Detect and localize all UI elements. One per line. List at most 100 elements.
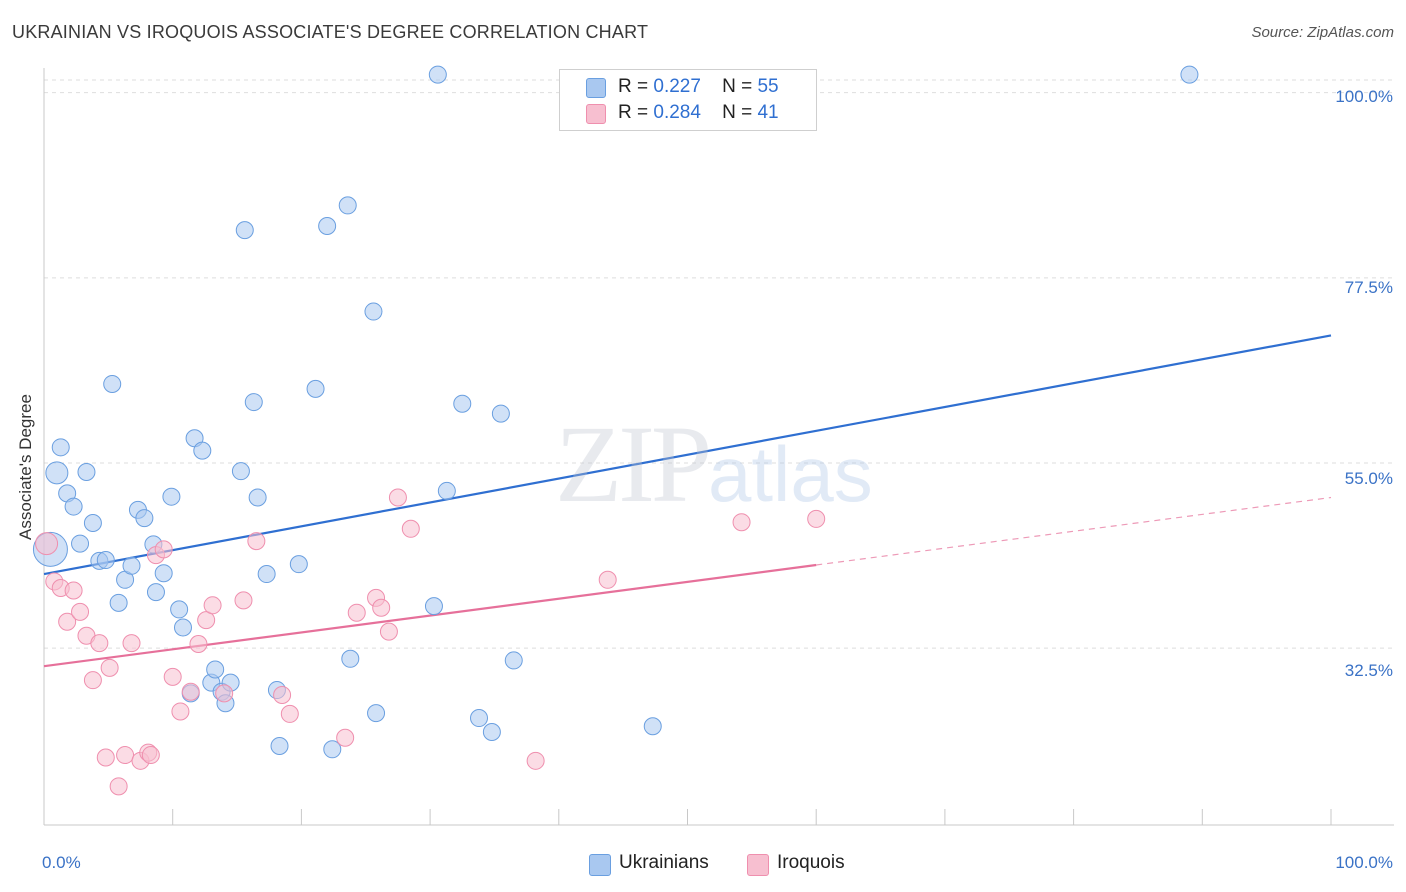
data-point-ukrainians [51,438,70,457]
data-point-iroquois [807,509,826,528]
data-point-iroquois [215,684,234,703]
data-point-ukrainians [193,441,212,460]
data-point-ukrainians [45,461,69,485]
legend-n-label: N = [722,102,753,123]
data-point-iroquois [234,591,253,610]
data-point-ukrainians [173,618,192,637]
bottom-legend-swatch-iroquois [747,854,769,876]
data-point-ukrainians [341,649,360,668]
y-axis-label: Associate's Degree [16,394,35,540]
data-point-ukrainians [318,216,337,235]
data-point-iroquois [181,682,200,701]
data-point-ukrainians [323,740,342,759]
chart-title: UKRAINIAN VS IROQUOIS ASSOCIATE'S DEGREE… [12,22,649,42]
grid-lines [44,79,1394,649]
data-point-iroquois [163,667,182,686]
data-point-ukrainians [424,597,443,616]
legend-n-label: N = [722,76,753,97]
data-point-iroquois [58,612,77,631]
data-point-iroquois [122,634,141,653]
data-point-ukrainians [470,709,489,728]
data-point-iroquois [189,634,208,653]
legend-n-value: 41 [757,102,779,123]
data-point-iroquois [247,532,266,551]
trend-line-iroquois [43,563,817,668]
data-point-ukrainians [122,556,141,575]
data-point-iroquois [90,634,109,653]
data-point-iroquois [64,581,83,600]
data-point-ukrainians [154,564,173,583]
data-point-ukrainians [103,374,122,393]
data-point-ukrainians [257,565,276,584]
data-point-ukrainians [1180,65,1199,84]
data-point-iroquois [154,540,173,559]
data-point-iroquois [336,728,355,747]
data-point-iroquois [35,532,59,556]
data-point-ukrainians [109,593,128,612]
data-point-ukrainians [437,481,456,500]
data-point-iroquois [598,570,617,589]
data-point-iroquois [83,671,102,690]
data-point-iroquois [280,704,299,723]
data-point-ukrainians [146,583,165,602]
legend-r-label: R = [618,102,649,123]
data-point-ukrainians [96,551,115,570]
data-point-iroquois [109,777,128,796]
correlation-legend: R = 0.227 N = 55 R = 0.284 N = 41 [559,69,817,131]
data-point-ukrainians [453,394,472,413]
trend-line-extension-iroquois [816,496,1332,566]
legend-r-label: R = [618,76,649,97]
data-point-ukrainians [338,196,357,215]
data-point-iroquois [100,658,119,677]
trend-line-ukrainians [43,334,1332,576]
data-point-ukrainians [270,737,289,756]
data-point-iroquois [116,746,135,765]
legend-r-value: 0.284 [653,102,701,123]
chart-source: Source: ZipAtlas.com [1251,24,1394,41]
data-point-iroquois [141,746,160,765]
data-point-ukrainians [231,462,250,481]
data-point-ukrainians [77,463,96,482]
data-point-ukrainians [71,534,90,553]
axes [43,68,1394,826]
data-point-iroquois [732,513,751,532]
data-point-ukrainians [162,487,181,506]
bottom-legend-label-ukrainians: Ukrainians [619,852,709,873]
data-point-ukrainians [504,651,523,670]
trend-lines [43,334,1332,668]
y-tick-label-32-5: 32.5% [1344,661,1393,680]
legend-stats-ukrainians: R = 0.227 N = 55 [618,76,779,98]
data-point-ukrainians [235,221,254,240]
data-point-iroquois [71,602,90,621]
data-point-ukrainians [170,600,189,619]
data-point-iroquois [526,751,545,770]
bottom-legend-label-iroquois: Iroquois [777,852,845,873]
data-point-ukrainians [289,555,308,574]
x-tick-label-0: 0.0% [42,853,81,872]
legend-swatch-ukrainians [586,78,606,98]
data-point-ukrainians [83,514,102,533]
data-point-iroquois [379,622,398,641]
data-point-iroquois [203,596,222,615]
data-point-iroquois [171,702,190,721]
data-point-ukrainians [428,65,447,84]
data-point-ukrainians [306,379,325,398]
legend-r-value: 0.227 [653,76,701,97]
data-point-ukrainians [482,723,501,742]
data-point-ukrainians [135,509,154,528]
data-point-ukrainians [248,488,267,507]
data-point-iroquois [372,598,391,617]
data-point-iroquois [347,603,366,622]
y-tick-label-77-5: 77.5% [1344,278,1393,297]
data-point-ukrainians [367,704,386,723]
y-tick-label-100: 100.0% [1335,87,1393,106]
data-point-ukrainians [244,393,263,412]
data-point-ukrainians [206,660,225,679]
data-point-iroquois [96,748,115,767]
data-point-iroquois [197,611,216,630]
legend-swatch-iroquois [586,104,606,124]
data-point-iroquois [401,519,420,538]
data-point-ukrainians [643,717,662,736]
data-point-ukrainians [64,497,83,516]
data-point-ukrainians [364,302,383,321]
